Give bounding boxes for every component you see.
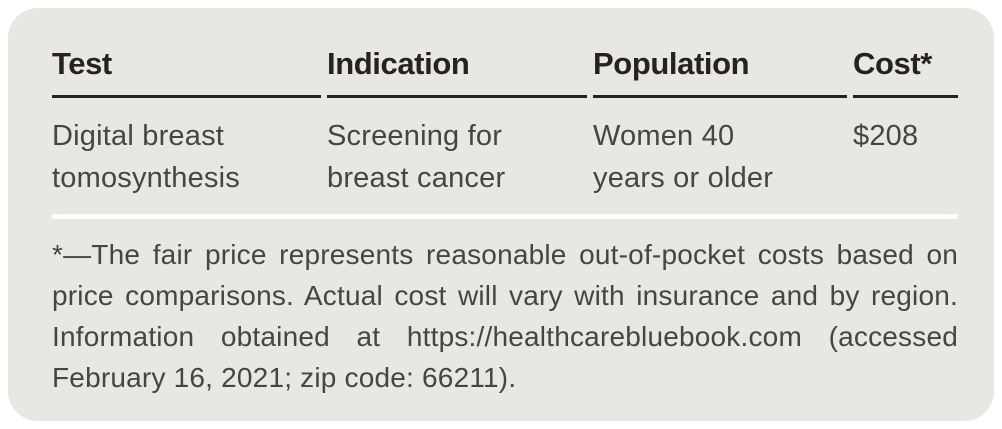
cost-table: Test Indication Population Cost* Digital… [52,48,958,219]
fair-price-table-card: Test Indication Population Cost* Digital… [8,8,994,421]
column-header-cost: Cost* [853,48,958,98]
column-header-population: Population [593,48,847,98]
cell-population: Women 40 years or older [593,120,774,194]
column-header-test: Test [52,48,321,98]
footnote: *—The fair price represents reasonable o… [52,239,958,393]
cell-indication: Screening for breast cancer [327,120,506,194]
cell-cost: $208 [853,120,919,152]
column-header-indication: Indication [327,48,587,98]
row-divider [52,214,958,219]
cell-test: Digital breast tomosynthesis [52,120,240,194]
